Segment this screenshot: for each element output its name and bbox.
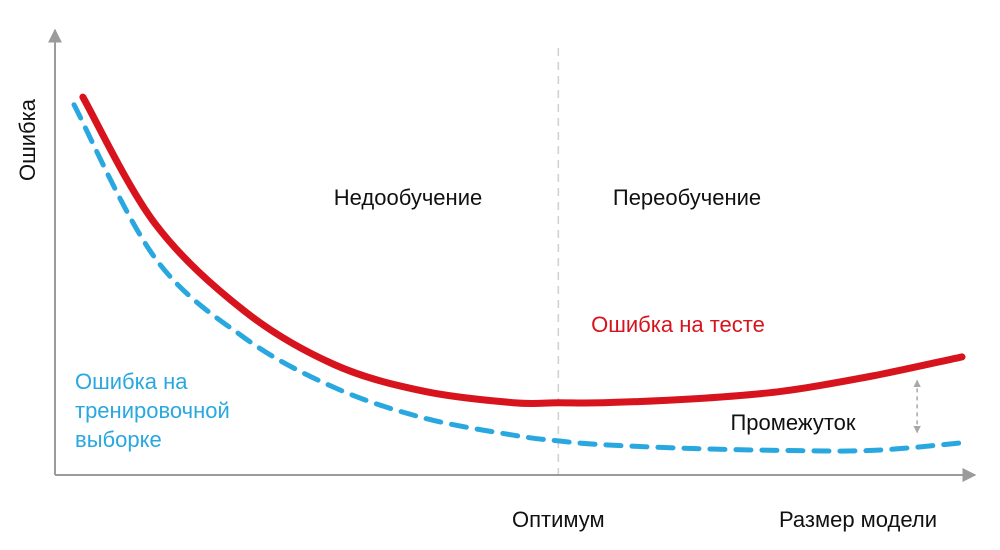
series-label-train-error-line1: Ошибка на [75, 369, 188, 394]
x-axis-label: Размер модели [779, 507, 937, 532]
series-label-test-error: Ошибка на тесте [591, 312, 765, 337]
series-test-error-line [79, 93, 966, 408]
region-label-underfitting: Недообучение [334, 185, 482, 210]
x-tick-label-optimum: Оптимум [512, 507, 605, 532]
series-label-train-error-line3: выборке [75, 427, 162, 452]
series-label-train-error-line2: тренировочной [75, 398, 230, 423]
y-axis-label: Ошибка [15, 98, 40, 181]
series-train-error-line [71, 102, 965, 454]
region-label-overfitting: Переобучение [613, 185, 761, 210]
gap-annotation-label: Промежуток [730, 410, 855, 435]
